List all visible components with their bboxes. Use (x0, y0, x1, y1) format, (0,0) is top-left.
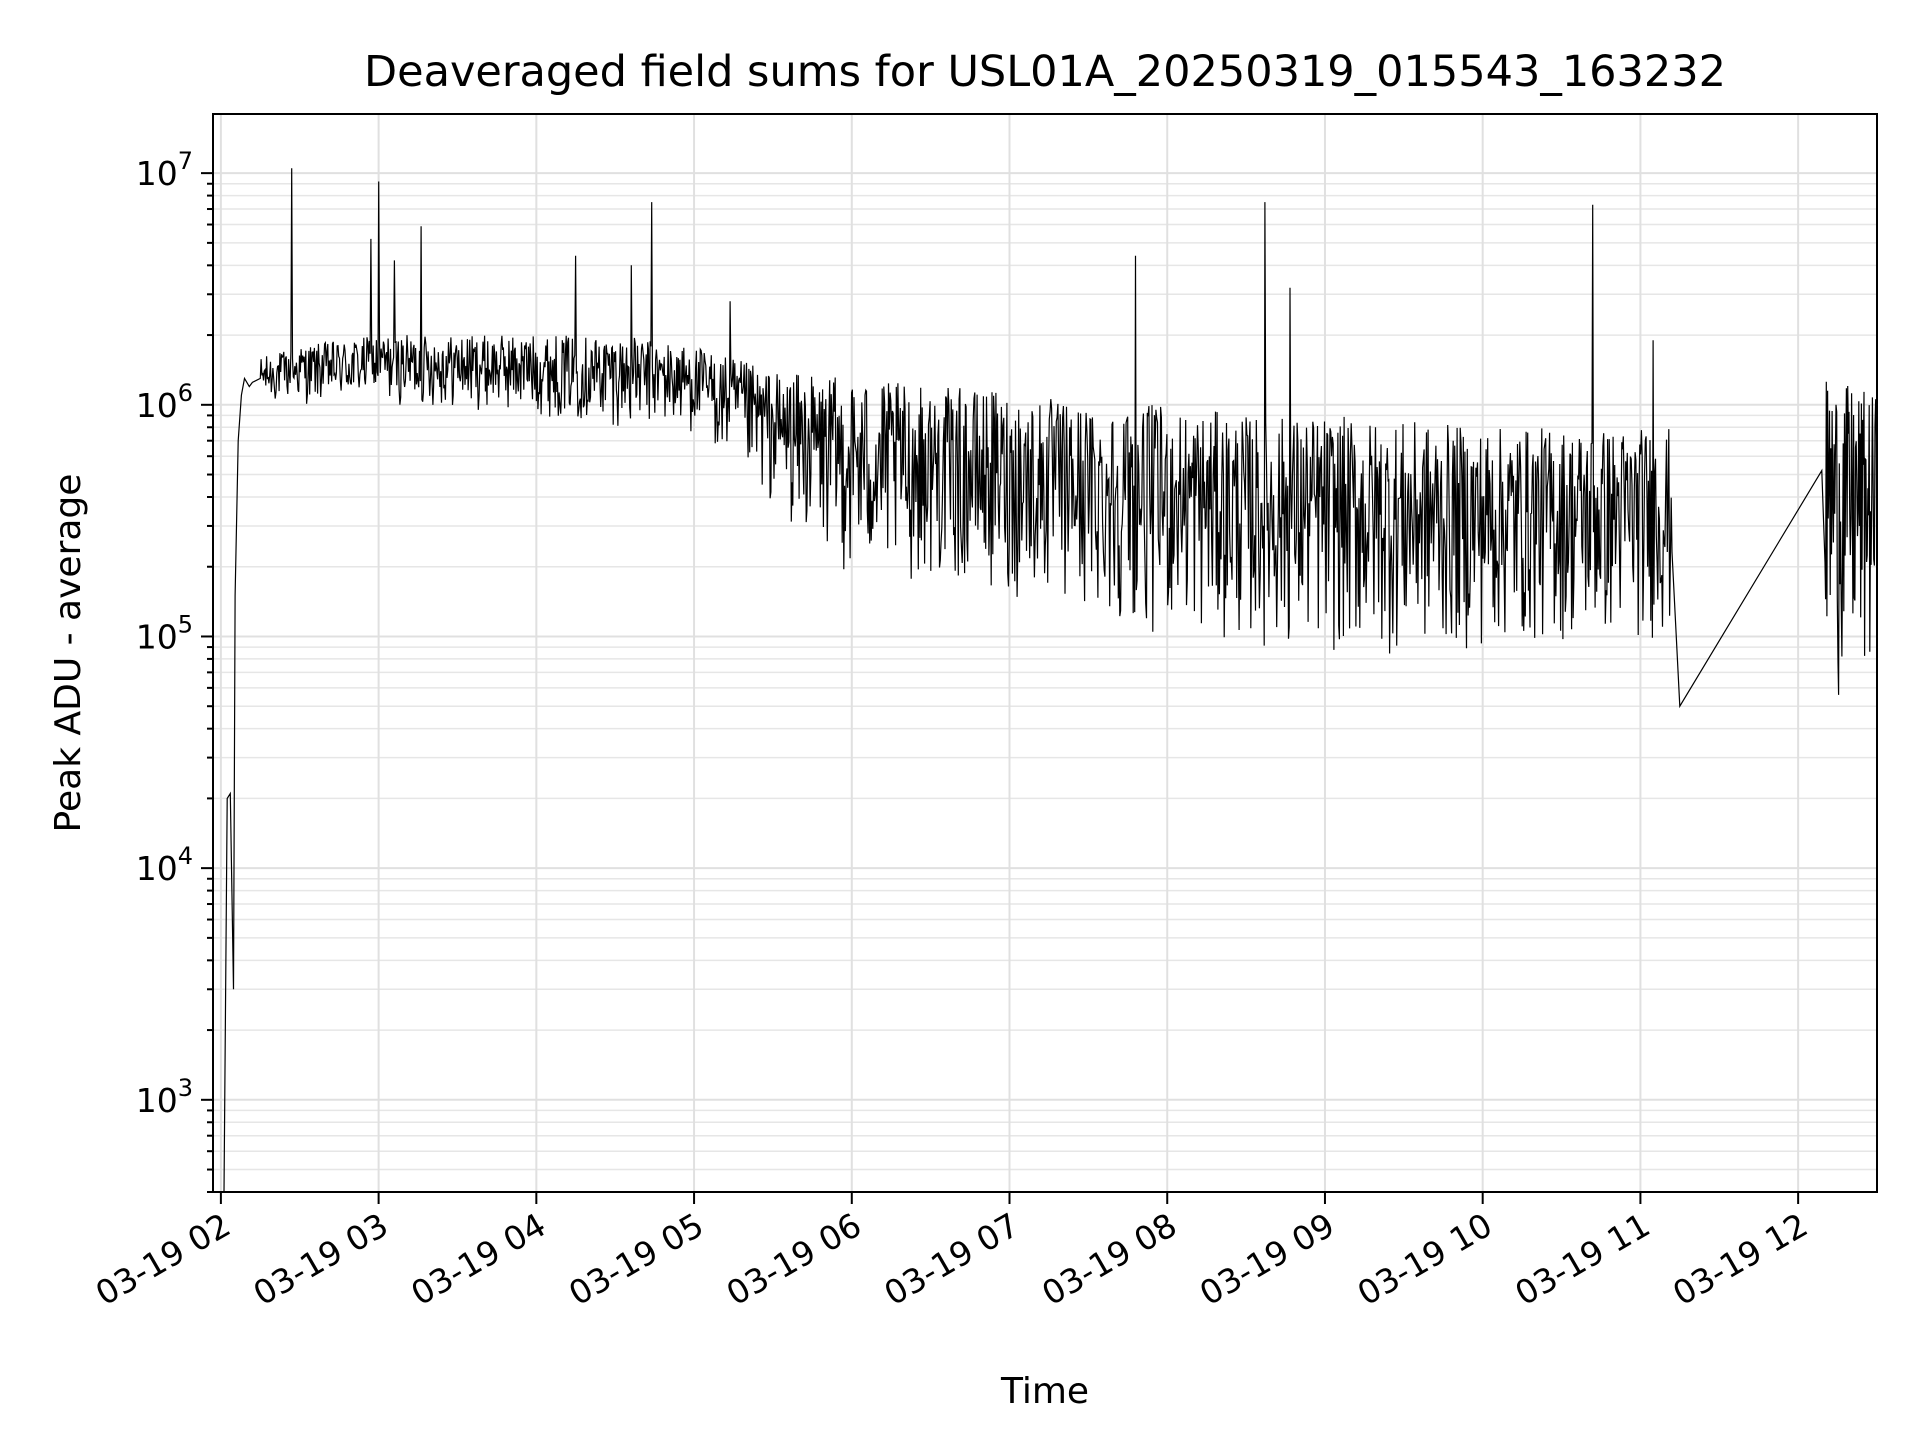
x-tick-label: 03-19 10 (1351, 1205, 1499, 1313)
y-tick-label: 106 (136, 379, 193, 425)
chart-title: Deaveraged field sums for USL01A_2025031… (364, 47, 1726, 97)
plot-frame (212, 113, 1878, 1193)
x-tick-label: 03-19 11 (1508, 1205, 1656, 1313)
series-group (223, 168, 1878, 1193)
x-tick-label: 03-19 12 (1666, 1205, 1814, 1313)
y-tick-label: 103 (136, 1074, 193, 1120)
y-tick-label: 104 (136, 842, 193, 888)
grid (213, 114, 1877, 1193)
x-tick-label: 03-19 08 (1035, 1205, 1183, 1313)
series-line (223, 168, 1878, 1193)
x-tick-label: 03-19 04 (404, 1205, 552, 1313)
x-tick-label: 03-19 06 (720, 1205, 868, 1313)
x-tick-label: 03-19 05 (562, 1205, 710, 1313)
x-axis-label: Time (1000, 1371, 1089, 1412)
y-axis-label: Peak ADU - average (48, 474, 89, 833)
axis-ticks: 03-19 02 03-19 03 03-19 04 03-19 05 03-19 06… (89, 147, 1814, 1313)
x-tick-label: 03-19 09 (1193, 1205, 1341, 1313)
y-tick-label: 107 (136, 147, 193, 193)
x-tick-label: 03-19 07 (878, 1205, 1026, 1313)
x-tick-label: 03-19 02 (89, 1205, 237, 1313)
y-tick-label: 105 (136, 610, 193, 656)
x-tick-label: 03-19 03 (247, 1205, 395, 1313)
